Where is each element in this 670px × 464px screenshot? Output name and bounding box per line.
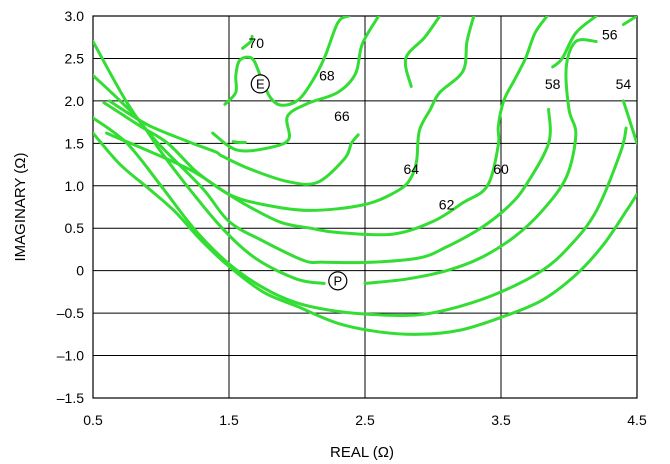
marker-label: P bbox=[333, 273, 342, 288]
contour-label-56: 56 bbox=[602, 27, 618, 43]
contour-70 bbox=[241, 34, 254, 50]
tick-labels: 0.5 1.5 2.5 3.5 4.5 3.0 2.5 2.0 1.5 1.0 0.5 0 –0.5 –1… bbox=[57, 8, 647, 428]
contour-60 bbox=[102, 16, 549, 237]
x-tick-label: 0.5 bbox=[83, 412, 103, 428]
contour-label-62: 62 bbox=[439, 196, 455, 212]
contour-label-70: 70 bbox=[248, 35, 264, 51]
contour-56 bbox=[363, 38, 598, 285]
contour-labels: 70 68 66 64 62 60 58 56 54 bbox=[248, 27, 631, 213]
y-tick-label: 2.0 bbox=[65, 93, 85, 109]
contour-56 bbox=[93, 73, 326, 285]
y-tick-label: 3.0 bbox=[65, 8, 85, 24]
contour-54 bbox=[621, 99, 637, 145]
y-tick-label: 1.5 bbox=[65, 135, 85, 151]
marker-e: E bbox=[250, 74, 270, 94]
y-tick-label: 0.5 bbox=[65, 220, 85, 236]
contour-label-58: 58 bbox=[545, 76, 561, 92]
contour-56 bbox=[621, 16, 637, 26]
y-tick-label: 0 bbox=[76, 263, 84, 279]
contour-54 bbox=[93, 116, 628, 318]
x-tick-label: 4.5 bbox=[627, 412, 647, 428]
contour-70 bbox=[231, 140, 247, 145]
x-axis-title: REAL (Ω) bbox=[330, 444, 394, 461]
y-tick-label: –1.5 bbox=[57, 390, 84, 406]
marker-circle bbox=[250, 74, 270, 94]
contour-64 bbox=[107, 99, 360, 186]
contour-lines bbox=[93, 16, 637, 336]
contour-58 bbox=[93, 40, 552, 265]
contour-68 bbox=[223, 16, 351, 107]
contour-unlabeled bbox=[93, 131, 637, 336]
y-tick-label: 1.0 bbox=[65, 178, 85, 194]
contour-58 bbox=[551, 16, 598, 69]
contour-66 bbox=[211, 16, 381, 153]
marker-p: P bbox=[328, 271, 348, 291]
grid bbox=[92, 15, 638, 399]
contour-label-60: 60 bbox=[493, 161, 509, 177]
y-tick-label: 2.5 bbox=[65, 50, 85, 66]
x-tick-label: 1.5 bbox=[219, 412, 239, 428]
contour-label-66: 66 bbox=[334, 108, 350, 124]
marker-circle bbox=[328, 271, 348, 291]
point-markers: EP bbox=[250, 74, 348, 291]
contour-label-54: 54 bbox=[616, 76, 632, 92]
x-tick-label: 2.5 bbox=[355, 412, 375, 428]
contour-64 bbox=[403, 16, 442, 88]
y-axis-title: IMAGINARY (Ω) bbox=[12, 152, 29, 261]
marker-label: E bbox=[256, 76, 265, 91]
contour-label-64: 64 bbox=[403, 161, 419, 177]
contour-label-68: 68 bbox=[319, 67, 335, 83]
y-tick-label: –1.0 bbox=[57, 348, 84, 364]
y-tick-label: –0.5 bbox=[57, 305, 84, 321]
x-tick-label: 3.5 bbox=[491, 412, 511, 428]
